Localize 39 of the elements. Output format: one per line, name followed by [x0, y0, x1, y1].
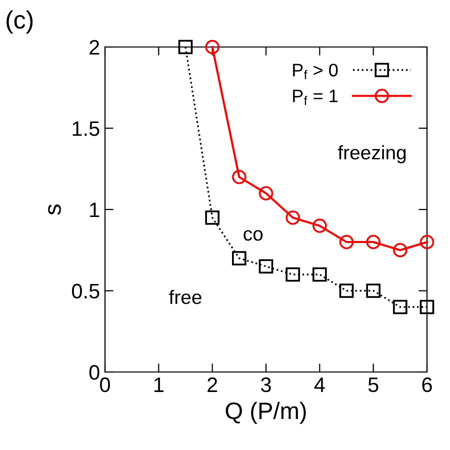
- x-tick-label: 1: [154, 378, 164, 392]
- point: [232, 170, 246, 184]
- legend-label: P$_{f}$ = 1: [293, 90, 338, 106]
- point: [393, 300, 408, 314]
- y-tick-label: 2: [90, 40, 100, 55]
- point: [339, 284, 354, 298]
- point: [366, 284, 380, 298]
- legend-label: P$_{f}$ > 0: [293, 64, 338, 80]
- point: [339, 234, 354, 250]
- point: [420, 300, 434, 314]
- point: [178, 40, 193, 54]
- text: (c): [6, 10, 33, 34]
- annotation: free: [169, 290, 202, 304]
- point: [232, 251, 246, 266]
- annotation: freezing: [338, 145, 406, 164]
- point: [366, 234, 380, 250]
- point: [258, 186, 274, 200]
- x-tick-label: 3: [261, 377, 271, 392]
- x-tick-label: 5: [368, 378, 378, 392]
- point: [312, 218, 327, 233]
- x-tick-label: 4: [314, 378, 325, 392]
- point: [286, 267, 300, 282]
- point: [420, 234, 434, 250]
- y-tick-label: 1: [90, 202, 100, 218]
- point: [312, 267, 327, 282]
- x-tick-label: 6: [422, 377, 432, 392]
- y-tick-label: 1.5: [72, 121, 100, 136]
- point: [258, 259, 274, 274]
- x-tick-label: 2: [208, 377, 218, 392]
- annotation: co: [244, 230, 263, 241]
- point: [393, 242, 408, 258]
- y-tick-label: 0: [89, 365, 100, 380]
- x-axis-title: Q (P/m): [226, 402, 306, 424]
- y-axis-title: s: [48, 204, 61, 215]
- point: [205, 40, 220, 54]
- x-tick-label: 0: [100, 377, 110, 392]
- point: [286, 210, 300, 225]
- point: [205, 210, 220, 225]
- y-tick-label: 0.5: [72, 284, 100, 299]
